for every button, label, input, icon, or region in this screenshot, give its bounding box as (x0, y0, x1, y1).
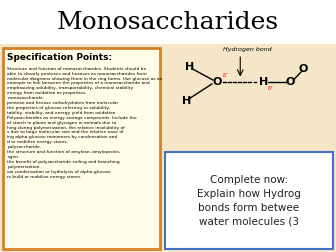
Text: Monosaccharides: Monosaccharides (57, 11, 279, 34)
Text: Structure and function of monosaccharides. Students should be
able to classify p: Structure and function of monosaccharide… (7, 67, 163, 179)
Text: O: O (212, 77, 221, 87)
Text: H: H (182, 96, 191, 106)
Text: Complete now:
Explain how Hydrog
bonds form betwee
water molecules (3: Complete now: Explain how Hydrog bonds f… (197, 175, 301, 227)
Text: O: O (299, 64, 308, 74)
Text: H: H (259, 77, 268, 87)
Text: H: H (185, 62, 195, 72)
Text: δ⁺: δ⁺ (268, 86, 274, 91)
Text: Specification Points:: Specification Points: (7, 53, 112, 62)
FancyBboxPatch shape (165, 152, 333, 249)
Text: Hydrogen bond: Hydrogen bond (222, 47, 271, 52)
Text: O: O (286, 77, 295, 87)
Text: δ⁻: δ⁻ (223, 73, 229, 78)
FancyBboxPatch shape (3, 48, 160, 249)
FancyBboxPatch shape (0, 44, 336, 252)
FancyBboxPatch shape (0, 0, 336, 44)
FancyBboxPatch shape (165, 48, 333, 146)
